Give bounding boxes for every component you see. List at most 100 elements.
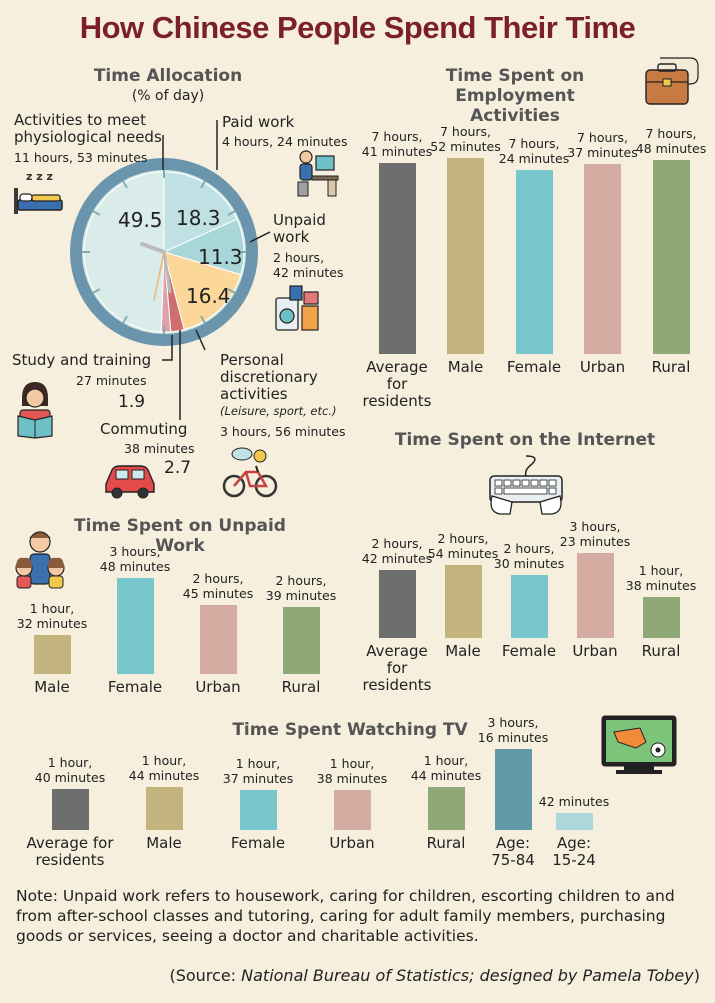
- internet-value-label: 1 hour, 38 minutes: [625, 562, 697, 593]
- employment-bar: [652, 159, 690, 354]
- detail-study: 27 minutes: [76, 373, 147, 388]
- keyboard-icon: [489, 455, 563, 515]
- employment-category-label: Rural: [651, 358, 691, 376]
- clock-hand-0: [140, 242, 166, 254]
- employment-value-label: 7 hours, 41 minutes: [361, 128, 433, 159]
- tv-category-label: Age: 75-84: [491, 834, 535, 869]
- internet-title: Time Spent on the Internet: [394, 430, 656, 450]
- detail-paid: 4 hours, 24 minutes: [222, 134, 348, 149]
- clock-tick: [122, 315, 128, 324]
- internet-bar: [444, 565, 482, 638]
- unpaid-value-label: 3 hours, 48 minutes: [99, 544, 171, 574]
- label-personal: Personal discretionary activities: [220, 351, 318, 403]
- pie-value-personal: 16.4: [186, 284, 231, 308]
- employment-category-label: Average for residents: [362, 358, 432, 410]
- employment-category-label: Urban: [579, 358, 626, 376]
- detail-personal: 3 hours, 56 minutes: [220, 424, 346, 439]
- internet-bar: [576, 553, 614, 638]
- internet-category-label: Rural: [641, 642, 681, 660]
- briefcase-icon: [645, 57, 699, 105]
- unpaid-category-label: Male: [34, 678, 70, 696]
- tv-category-label: Urban: [329, 834, 375, 852]
- unpaid-bar: [116, 578, 154, 674]
- pie-slice-paid: [163, 171, 238, 253]
- clock-tick: [122, 180, 128, 189]
- detail-commuting: 38 minutes: [124, 441, 195, 456]
- pie-slice-personal: [163, 251, 242, 331]
- employment-value-label: 7 hours, 37 minutes: [567, 130, 638, 161]
- label-commuting: Commuting: [100, 420, 188, 438]
- car-icon: [105, 465, 155, 499]
- internet-bar: [642, 596, 680, 638]
- pie-value-paid: 18.3: [176, 206, 221, 230]
- tv-category-label: Average for residents: [26, 834, 114, 869]
- pie-subtitle: (% of day): [131, 88, 205, 104]
- reading-child-icon: [17, 382, 53, 439]
- tv-category-label: Rural: [426, 834, 466, 852]
- internet-value-label: 2 hours, 42 minutes: [361, 536, 433, 567]
- unpaid-value-label: 2 hours, 39 minutes: [265, 573, 337, 604]
- tv-value-label: 1 hour, 38 minutes: [316, 755, 388, 786]
- leader-unpaid: [249, 231, 271, 243]
- internet-category-label: Female: [501, 642, 557, 660]
- tv-bar: [239, 789, 277, 830]
- clock-tick: [92, 210, 101, 216]
- clock-tick: [227, 288, 236, 294]
- pie-slice-physio: [83, 171, 165, 333]
- unpaid-value-label: 2 hours, 45 minutes: [182, 570, 254, 601]
- unpaid-bar: [33, 635, 71, 674]
- label-physio: Activities to meet physiological needs: [14, 111, 162, 146]
- bed-icon: z z z: [14, 170, 63, 214]
- clock-hand-2: [153, 251, 165, 301]
- clock-hand-1: [162, 250, 172, 294]
- leader-personal: [195, 329, 206, 351]
- label-study: Study and training: [12, 351, 152, 369]
- unpaid-title: Time Spent on Unpaid Work: [74, 516, 286, 556]
- internet-category-label: Average for residents: [362, 642, 432, 694]
- employment-bar: [515, 169, 553, 354]
- unpaid-category-label: Rural: [281, 678, 321, 696]
- tv-category-label: Age: 15-24: [552, 834, 596, 869]
- clock-tick: [92, 288, 101, 294]
- employment-bar: [447, 158, 484, 354]
- family-icon: [15, 531, 65, 589]
- tv-value-label: 1 hour, 44 minutes: [410, 753, 482, 784]
- employment-category-label: Female: [506, 358, 562, 376]
- pie-value-study: 1.9: [118, 392, 146, 412]
- internet-value-label: 2 hours, 54 minutes: [427, 531, 499, 562]
- tv-category-label: Male: [146, 834, 182, 852]
- internet-category-label: Male: [445, 642, 481, 660]
- svg-text:z z z: z z z: [26, 170, 53, 183]
- tv-bar: [145, 787, 183, 830]
- detail-physio: 11 hours, 53 minutes: [14, 150, 148, 165]
- tv-title: Time Spent Watching TV: [232, 720, 468, 740]
- laundry-icon: [275, 285, 319, 331]
- clock-tick: [200, 180, 206, 189]
- employment-value-label: 7 hours, 52 minutes: [430, 124, 501, 154]
- pie-value-commuting: 2.7: [164, 458, 192, 478]
- tv-bar: [51, 788, 89, 830]
- internet-value-label: 2 hours, 30 minutes: [493, 541, 565, 572]
- pie-value-physio: 49.5: [118, 208, 163, 232]
- tv-bar: [494, 749, 532, 830]
- employment-bar: [584, 164, 621, 354]
- pie-title: Time Allocation: [93, 66, 243, 86]
- internet-bar: [378, 570, 416, 638]
- employment-title: Time Spent on Employment Activities: [445, 66, 585, 126]
- pie-value-unpaid: 11.3: [198, 245, 243, 269]
- bicycle-icon: [222, 447, 278, 498]
- unpaid-value-label: 1 hour, 32 minutes: [16, 601, 88, 632]
- note-personal: (Leisure, sport, etc.): [220, 404, 337, 418]
- internet-category-label: Urban: [572, 642, 618, 660]
- unpaid-category-label: Urban: [195, 678, 241, 696]
- detail-unpaid: 2 hours, 42 minutes: [273, 250, 344, 280]
- tv-category-label: Female: [230, 834, 286, 852]
- leader-study: [162, 335, 173, 361]
- tv-value-label: 42 minutes: [538, 793, 610, 809]
- unpaid-category-label: Female: [107, 678, 163, 696]
- tv-value-label: 1 hour, 40 minutes: [34, 754, 106, 785]
- employment-value-label: 7 hours, 48 minutes: [635, 125, 707, 156]
- note-text: Note: Unpaid work refers to housework, c…: [16, 887, 675, 945]
- employment-value-label: 7 hours, 24 minutes: [498, 135, 570, 166]
